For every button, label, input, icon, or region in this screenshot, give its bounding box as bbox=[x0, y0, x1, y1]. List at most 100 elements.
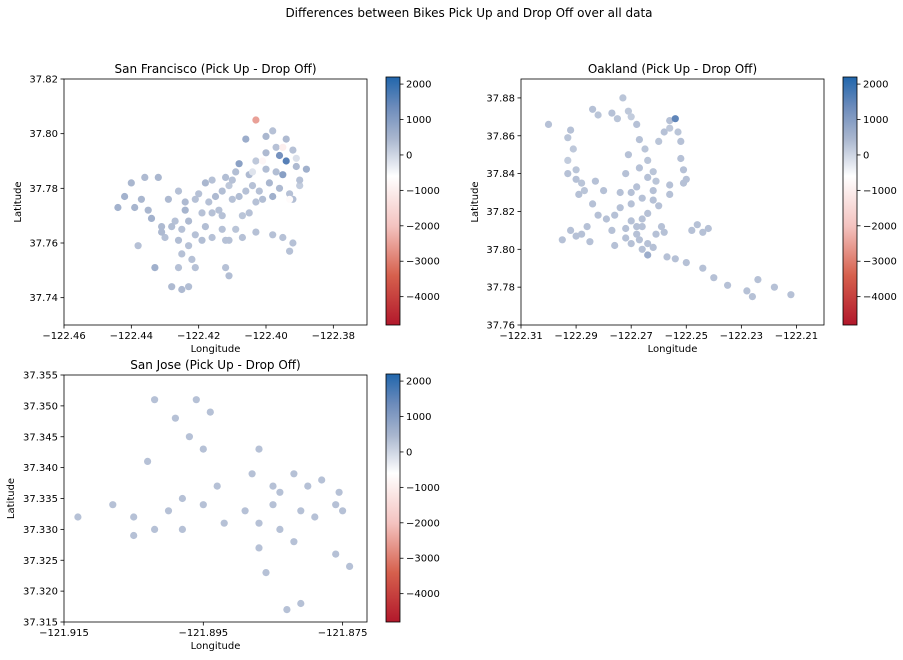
y-axis-label: Latitude bbox=[13, 181, 24, 222]
scatter-point bbox=[222, 173, 230, 181]
colorbar-tick-label: −4000 bbox=[406, 589, 440, 600]
scatter-point bbox=[649, 168, 657, 176]
scatter-point bbox=[252, 116, 260, 124]
scatter-point bbox=[192, 396, 200, 404]
y-tick-label: 37.335 bbox=[23, 494, 58, 505]
scatter-point bbox=[269, 192, 277, 201]
scatter-point bbox=[332, 550, 340, 558]
scatter-point bbox=[228, 176, 236, 184]
scatter-point bbox=[586, 238, 594, 246]
scatter-point bbox=[663, 253, 671, 261]
colorbar-tick-label: 2000 bbox=[863, 80, 888, 91]
scatter-point bbox=[208, 233, 216, 242]
y-tick-label: 37.345 bbox=[23, 432, 58, 443]
scatter-point bbox=[131, 203, 139, 212]
x-tick-label: −122.23 bbox=[720, 331, 763, 342]
scatter-point bbox=[622, 234, 630, 242]
scatter-point bbox=[74, 513, 82, 521]
colorbar-tick-label: 2000 bbox=[406, 377, 431, 388]
scatter-point bbox=[575, 190, 583, 198]
scatter-point bbox=[188, 255, 196, 263]
scatter-point bbox=[158, 228, 166, 236]
scatter-point bbox=[191, 195, 199, 203]
scatter-point bbox=[594, 111, 602, 119]
scatter-point bbox=[339, 507, 347, 515]
colorbar-tick-label: 1000 bbox=[406, 115, 431, 126]
scatter-point bbox=[671, 255, 679, 263]
scatter-point bbox=[633, 120, 641, 128]
scatter-point bbox=[218, 225, 226, 233]
scatter-point bbox=[279, 171, 287, 179]
scatter-point bbox=[564, 170, 572, 178]
y-tick-label: 37.80 bbox=[486, 245, 515, 256]
scatter-point bbox=[121, 192, 129, 201]
scatter-point bbox=[275, 151, 284, 160]
x-tick-label: −121.875 bbox=[318, 628, 368, 639]
scatter-point bbox=[265, 179, 273, 187]
y-tick-label: 37.330 bbox=[23, 525, 58, 536]
scatter-point bbox=[248, 470, 256, 478]
scatter-point bbox=[724, 281, 732, 289]
scatter-point bbox=[114, 203, 122, 212]
scatter-point bbox=[290, 538, 298, 546]
scatter-point bbox=[286, 190, 294, 198]
scatter-point bbox=[130, 513, 138, 521]
x-tick-label: −121.895 bbox=[178, 628, 228, 639]
scatter-point bbox=[644, 240, 652, 248]
scatter-point bbox=[332, 501, 340, 509]
scatter-point bbox=[255, 445, 263, 453]
x-tick-label: −122.46 bbox=[42, 331, 85, 342]
scatter-point bbox=[272, 143, 280, 151]
scatter-point bbox=[655, 202, 663, 210]
scatter-point bbox=[602, 215, 611, 223]
colorbar-tick-label: −2000 bbox=[863, 221, 897, 232]
chart-title: San Francisco (Pick Up - Drop Off) bbox=[114, 62, 316, 76]
scatter-point bbox=[641, 145, 649, 153]
y-tick-label: 37.78 bbox=[29, 184, 58, 195]
scatter-point bbox=[199, 501, 207, 509]
scatter-point bbox=[282, 157, 290, 165]
scatter-point bbox=[218, 212, 226, 220]
x-axis-label: Longitude bbox=[648, 344, 698, 355]
scatter-point bbox=[611, 211, 619, 219]
scatter-point bbox=[644, 173, 652, 181]
scatter-point bbox=[262, 569, 270, 577]
scatter-point bbox=[154, 173, 162, 181]
scatter-point bbox=[252, 198, 260, 206]
y-tick-label: 37.76 bbox=[29, 239, 58, 250]
san-jose-chart: San Jose (Pick Up - Drop Off) −121.915 −12… bbox=[6, 358, 440, 652]
scatter-point bbox=[688, 226, 696, 234]
scatter-point bbox=[679, 166, 688, 174]
y-tick-label: 37.350 bbox=[23, 401, 58, 412]
axes-frame bbox=[63, 78, 368, 326]
scatter-point bbox=[208, 176, 216, 184]
scatter-point bbox=[181, 198, 189, 206]
scatter-point bbox=[644, 156, 652, 164]
colorbar-tick-label: −1000 bbox=[863, 186, 897, 197]
scatter-point bbox=[269, 482, 277, 490]
scatter-point bbox=[147, 214, 156, 222]
scatter-point bbox=[213, 482, 221, 490]
scatter-point bbox=[748, 293, 757, 301]
y-tick-label: 37.84 bbox=[486, 169, 515, 180]
scatter-point bbox=[208, 209, 216, 217]
scatter-point bbox=[259, 157, 267, 165]
y-tick-label: 37.320 bbox=[23, 587, 58, 598]
scatter-point bbox=[225, 182, 233, 190]
scatter-point bbox=[220, 519, 228, 527]
scatter-point bbox=[652, 177, 660, 185]
colorbar: 2000 1000 0 −1000 −2000 −3000 −4000 bbox=[385, 373, 440, 623]
scatter-point bbox=[589, 105, 597, 113]
scatter-point bbox=[302, 165, 310, 173]
scatter-point bbox=[311, 513, 319, 521]
scatter-point bbox=[185, 242, 193, 250]
scatter-point bbox=[168, 223, 176, 231]
scatter-point bbox=[608, 226, 616, 234]
scatter-point bbox=[151, 525, 159, 534]
scatter-points bbox=[544, 94, 795, 301]
y-axis-label: Latitude bbox=[470, 181, 481, 222]
scatter-point bbox=[611, 241, 619, 250]
x-tick-label: −122.25 bbox=[665, 331, 708, 342]
scatter-point bbox=[269, 127, 277, 135]
